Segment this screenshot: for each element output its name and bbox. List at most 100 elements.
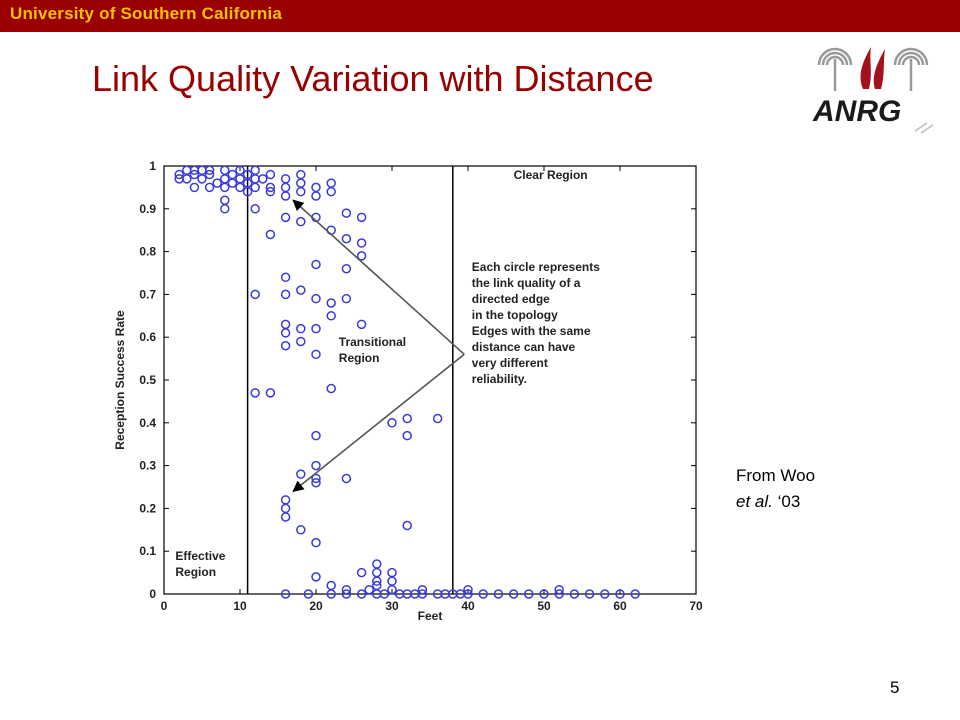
data-point — [220, 204, 230, 214]
right-antenna-icon — [893, 47, 929, 66]
annotation-line: very different — [472, 356, 548, 370]
data-point — [341, 589, 352, 599]
data-point — [250, 388, 260, 398]
credit-line2: et al. ‘03 — [736, 489, 815, 515]
data-point — [341, 584, 352, 595]
data-point — [311, 293, 321, 304]
data-point — [463, 589, 473, 599]
y-tick-label: 0.3 — [139, 459, 156, 473]
x-tick-label: 10 — [233, 599, 247, 613]
data-point — [280, 341, 291, 351]
plot-area — [163, 165, 697, 595]
data-point — [402, 413, 412, 424]
annotation: Each circle represents the link quality o… — [292, 199, 600, 492]
data-point — [326, 589, 336, 599]
data-point — [341, 473, 352, 484]
region-boundaries — [246, 166, 454, 594]
data-point — [584, 589, 595, 599]
data-point — [554, 589, 564, 599]
data-point — [432, 413, 443, 424]
logo-text: ANRG — [812, 95, 901, 128]
data-point — [189, 169, 200, 180]
data-point — [600, 589, 610, 599]
x-axis-label: Feet — [418, 609, 443, 623]
y-tick-label: 1 — [149, 159, 156, 173]
data-point — [220, 182, 230, 193]
source-credit: From Woo et al. ‘03 — [736, 463, 815, 515]
data-point — [212, 178, 222, 188]
data-point — [356, 589, 367, 599]
annotation-line: directed edge — [472, 292, 550, 306]
data-point — [478, 589, 488, 599]
annotation-line: Edges with the same — [472, 324, 591, 338]
data-point — [311, 323, 321, 334]
annotation-arrow — [292, 199, 465, 355]
data-point — [569, 589, 580, 599]
data-point — [326, 298, 336, 308]
data-point — [311, 572, 321, 582]
axis-ticks: 0 10 20 30 40 50 60 70 0 0.1 0.2 0.3 0.4 0.5 0.6 0.7 0.8… — [139, 159, 703, 613]
anrg-logo: ANRG — [812, 47, 934, 134]
data-point — [311, 460, 321, 471]
data-point — [463, 584, 473, 595]
data-point — [311, 259, 321, 270]
y-tick-label: 0.4 — [139, 416, 156, 430]
data-point — [326, 383, 336, 394]
annotation-line: the link quality of a — [472, 276, 581, 290]
annotation-arrow — [292, 353, 465, 492]
data-point — [417, 584, 428, 595]
region-label: Effective Region — [175, 549, 225, 579]
data-point — [311, 477, 321, 488]
data-point — [296, 525, 306, 535]
data-point — [341, 293, 352, 304]
data-point — [372, 576, 382, 586]
data-point — [204, 165, 215, 176]
data-point — [554, 584, 564, 595]
data-point — [280, 328, 291, 338]
annotation-line: reliability. — [472, 372, 527, 386]
data-point — [280, 212, 291, 223]
data-point — [402, 520, 412, 531]
top-banner: University of Southern California — [0, 0, 960, 32]
signal-flame-icon — [860, 47, 871, 89]
x-tick-label: 60 — [613, 599, 627, 613]
data-point — [265, 186, 276, 197]
region-label: Transitional Region — [339, 335, 406, 365]
data-point — [303, 589, 314, 599]
data-point — [265, 229, 276, 240]
data-point — [280, 512, 291, 522]
left-antenna-icon — [817, 47, 853, 66]
y-axis-label: Reception Success Rate — [113, 310, 127, 450]
data-point — [242, 186, 253, 197]
data-point — [402, 430, 412, 441]
x-tick-label: 0 — [161, 599, 168, 613]
data-point — [356, 567, 367, 578]
x-tick-label: 20 — [309, 599, 323, 613]
data-point — [356, 251, 367, 261]
data-point — [524, 589, 534, 599]
y-tick-label: 0 — [149, 587, 156, 601]
annotation-line: distance can have — [472, 340, 576, 354]
y-tick-label: 0.7 — [139, 287, 156, 301]
y-tick-label: 0.1 — [139, 544, 156, 558]
chart-svg: 0 10 20 30 40 50 60 70 0 0.1 0.2 0.3 0.4 0.5 0.6 0.7 0.8… — [113, 159, 703, 623]
data-point — [204, 169, 215, 180]
data-point — [341, 263, 352, 274]
slide-title: Link Quality Variation with Distance — [92, 58, 654, 99]
data-point — [258, 174, 268, 184]
data-point — [235, 182, 245, 193]
data-points — [174, 165, 640, 599]
y-tick-label: 0.9 — [139, 202, 156, 216]
data-point — [341, 208, 352, 218]
data-point — [311, 191, 321, 201]
annotation-line: Each circle represents — [472, 260, 600, 274]
data-point — [265, 388, 276, 398]
credit-line1: From Woo — [736, 466, 816, 485]
data-point — [615, 589, 625, 599]
x-tick-label: 70 — [689, 599, 703, 613]
y-tick-label: 0.8 — [139, 245, 156, 259]
region-label-line: Region — [339, 351, 380, 365]
data-point — [204, 182, 215, 193]
data-point — [493, 589, 504, 599]
data-point — [296, 323, 306, 334]
